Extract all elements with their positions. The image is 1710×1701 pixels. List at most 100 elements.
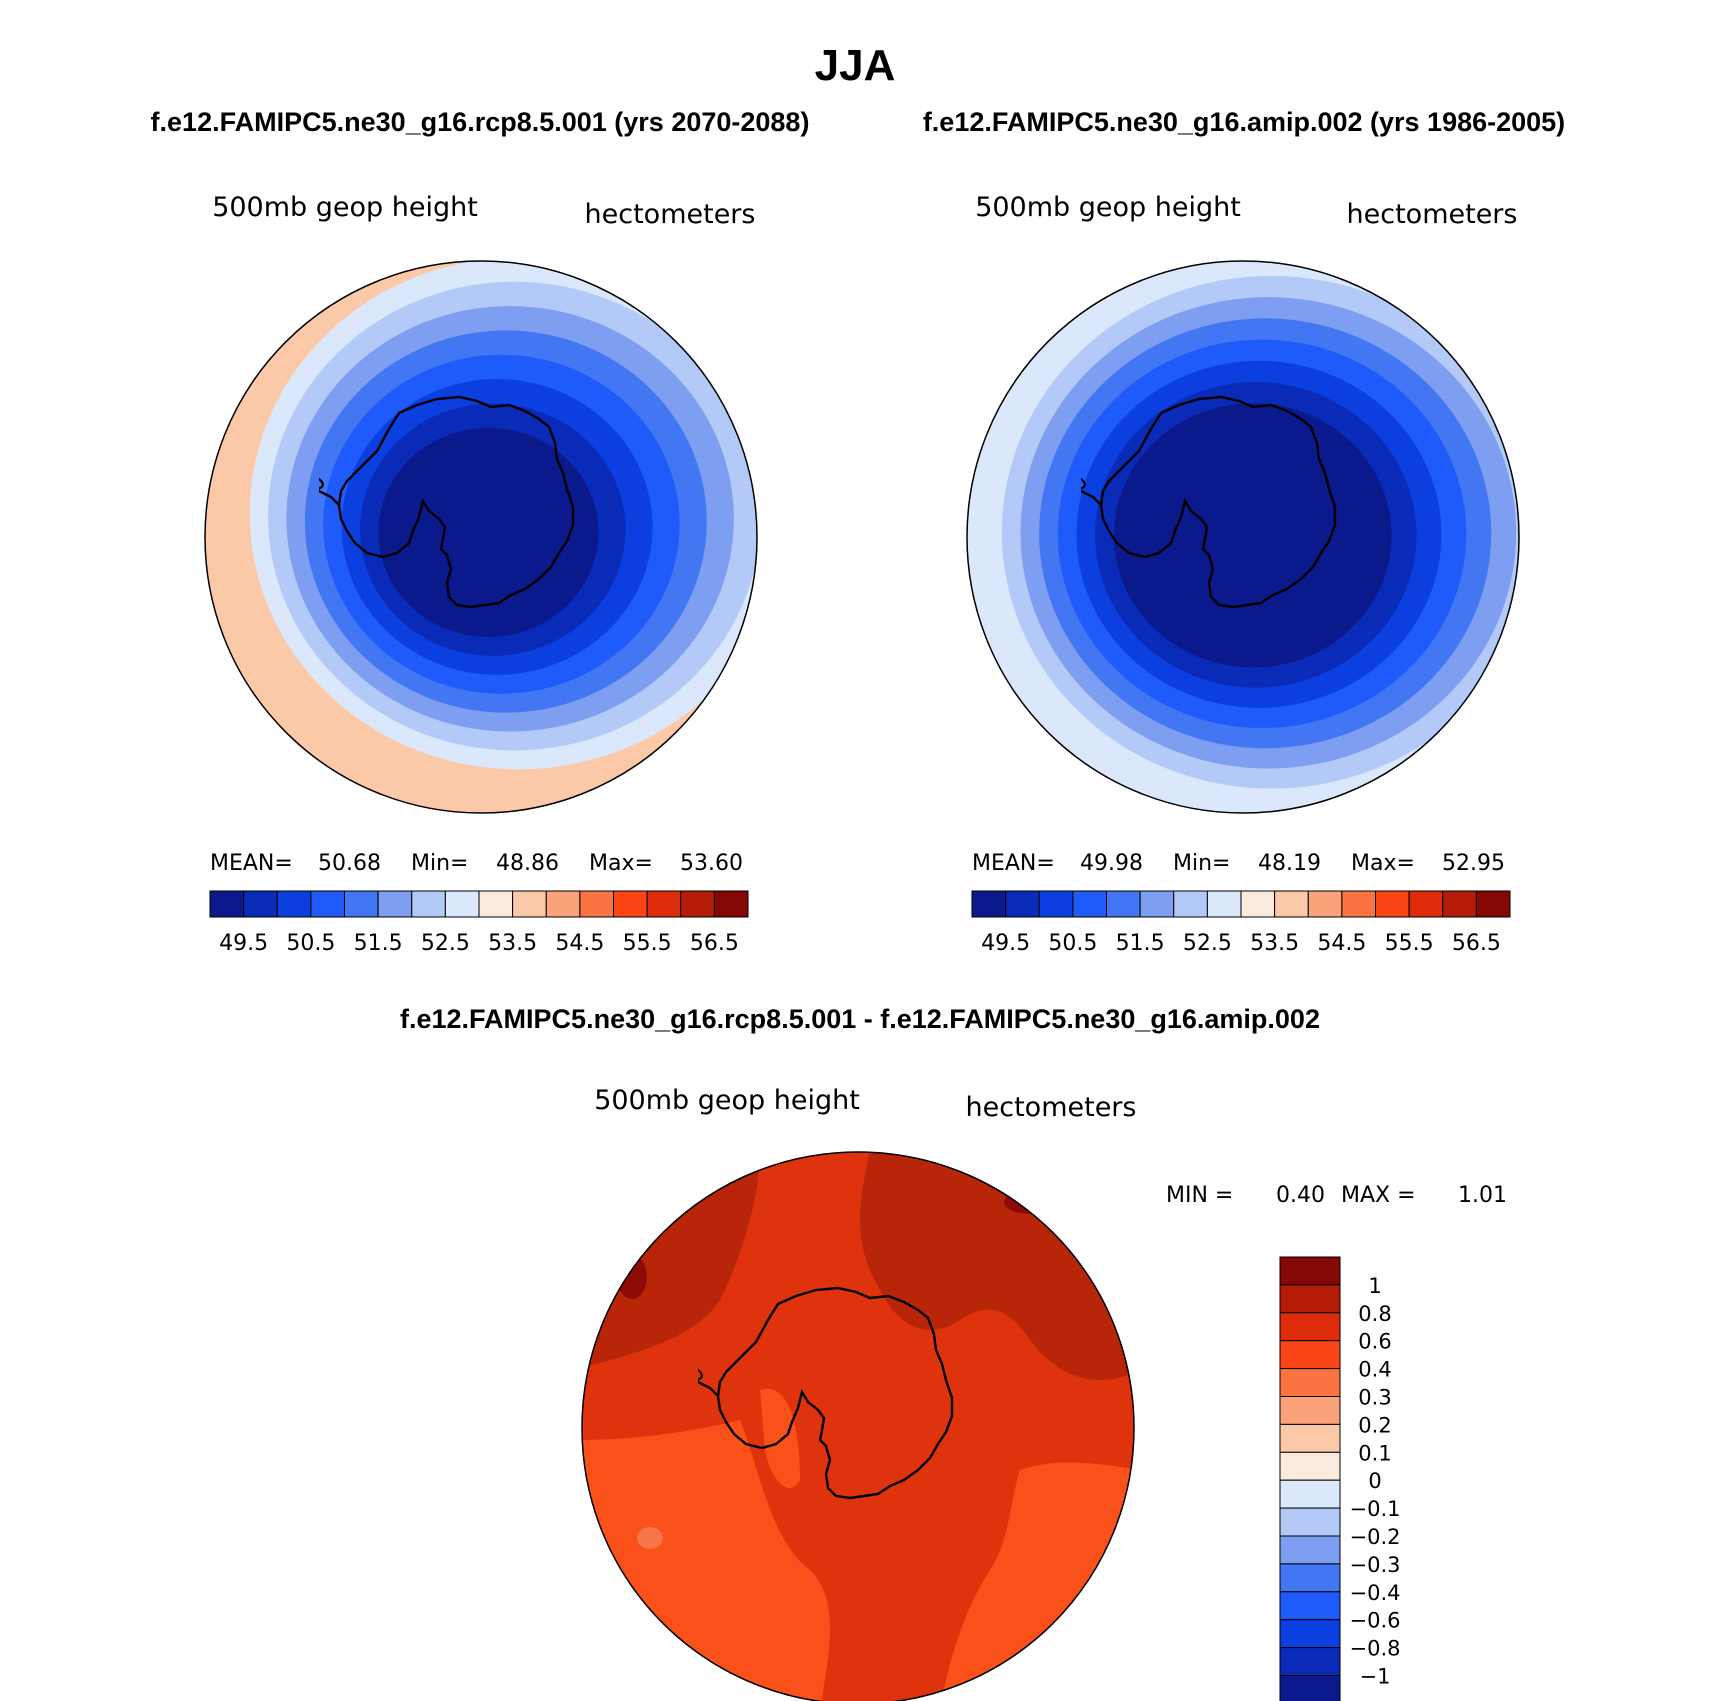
colorbar-box [1139,890,1175,918]
right-contour-fill [967,261,1519,813]
colorbar-box [1279,1312,1341,1342]
colorbar-tick-label: −0.2 [1350,1525,1401,1549]
right-max-label: Max= [1351,851,1415,876]
diff-panel-caption: f.e12.FAMIPC5.ne30_g16.rcp8.5.001 - f.e1… [400,1004,1320,1034]
colorbar-box [971,890,1007,918]
right-map-border [966,260,1520,814]
diff-min-value: 0.40 [1276,1183,1325,1208]
left-min-label: Min= [411,851,468,876]
colorbar-box [1072,890,1107,918]
colorbar-tick-label: 53.5 [1250,931,1299,956]
colorbar-tick-label: 56.5 [690,931,739,956]
colorbar-tick-label: 55.5 [623,931,672,956]
colorbar-tick-label: 0.6 [1358,1330,1391,1354]
colorbar-box [1279,1479,1341,1509]
colorbar-box [545,890,581,918]
colorbar-tick-label: 53.5 [488,931,537,956]
left-contour-fill [205,261,757,813]
colorbar-box [310,890,345,918]
left-map-panel: 500mb geop height hectometers MEAN= 50.6… [204,192,758,956]
contour-band [1004,1190,1056,1214]
colorbar-box [1274,890,1309,918]
right-max-value: 52.95 [1442,851,1505,876]
right-map-panel: 500mb geop height hectometers MEAN= 49.9… [966,192,1520,956]
diff-colorbar: 1 0.8 0.6 0.4 0.3 0.2 0.1 0 −0.1 −0.2 −0.3 −0.4 −0.6… [1279,1256,1401,1701]
contour-band [1151,445,1342,628]
colorbar-box [1279,1284,1341,1314]
colorbar-tick-label: −0.3 [1350,1553,1401,1577]
colorbar-box [1279,1675,1341,1701]
colorbar-tick-label: −0.4 [1350,1581,1401,1605]
colorbar-box [680,890,715,918]
colorbar-box [1279,1507,1341,1537]
colorbar-tick-label: 54.5 [555,931,604,956]
colorbar-tick-label: 0.3 [1358,1386,1391,1410]
colorbar-tick-label: 0.1 [1358,1441,1391,1465]
colorbar-tick-label: −0.6 [1350,1609,1401,1633]
colorbar-box [1279,1256,1341,1286]
colorbar-box [1038,890,1074,918]
colorbar-box [579,890,614,918]
colorbar-box [1442,890,1477,918]
colorbar-box [411,890,446,918]
colorbar-box [1279,1563,1341,1593]
left-stats: MEAN= 50.68 Min= 48.86 Max= 53.60 [210,851,743,876]
colorbar-box [1279,1535,1341,1565]
colorbar-box [1279,1396,1341,1425]
left-variable-label: 500mb geop height [212,192,478,223]
left-mean-value: 50.68 [318,851,381,876]
colorbar-tick-label: 51.5 [1116,931,1165,956]
colorbar-box [344,890,379,918]
right-stats: MEAN= 49.98 Min= 48.19 Max= 52.95 [972,851,1505,876]
colorbar-box [377,890,413,918]
left-colorbar: 49.5 50.5 51.5 52.5 53.5 54.5 55.5 56.5 [209,890,749,956]
diff-units-label: hectometers [966,1092,1137,1123]
left-max-label: Max= [589,851,653,876]
colorbar-box [1206,890,1242,918]
right-units-label: hectometers [1347,199,1518,230]
diff-contour-fill [582,1152,1134,1701]
colorbar-box [1279,1451,1341,1481]
colorbar-tick-label: −1 [1360,1665,1391,1689]
colorbar-box [1279,1591,1341,1621]
right-colorbar: 49.5 50.5 51.5 52.5 53.5 54.5 55.5 56.5 [971,890,1511,956]
right-mean-value: 49.98 [1080,851,1143,876]
colorbar-box [1307,890,1343,918]
colorbar-box [1005,890,1040,918]
colorbar-tick-label: 0.4 [1358,1358,1391,1382]
colorbar-box [713,890,749,918]
colorbar-box [209,890,245,918]
diff-max-label: MAX = [1341,1183,1416,1208]
colorbar-tick-label: 1 [1368,1274,1381,1298]
colorbar-box [1279,1368,1341,1397]
colorbar-tick-label: 50.5 [286,931,335,956]
diff-variable-label: 500mb geop height [594,1085,860,1116]
colorbar-box [1375,890,1410,918]
left-max-value: 53.60 [680,851,743,876]
colorbar-box [613,890,648,918]
contour-band [396,452,572,619]
colorbar-box [1279,1423,1341,1453]
figure-title: JJA [815,41,896,90]
left-panel-caption: f.e12.FAMIPC5.ne30_g16.rcp8.5.001 (yrs 2… [151,107,810,137]
colorbar-box [276,890,312,918]
contour-band [617,1255,647,1299]
colorbar-tick-label: −0.1 [1350,1497,1401,1521]
colorbar-box [444,890,480,918]
colorbar-tick-label: 0.2 [1358,1413,1391,1437]
contour-band [760,1388,800,1489]
colorbar-tick-label: 49.5 [981,931,1030,956]
colorbar-box [1279,1619,1341,1649]
diff-map-border [581,1151,1135,1701]
right-mean-label: MEAN= [972,851,1055,876]
left-min-value: 48.86 [496,851,559,876]
colorbar-tick-label: 0 [1368,1469,1381,1493]
right-min-label: Min= [1173,851,1230,876]
colorbar-tick-label: 52.5 [1183,931,1232,956]
colorbar-box [243,890,278,918]
colorbar-box [1240,890,1276,918]
left-units-label: hectometers [585,199,756,230]
colorbar-tick-label: 50.5 [1048,931,1097,956]
colorbar-tick-label: 56.5 [1452,931,1501,956]
left-map-border [204,260,758,814]
